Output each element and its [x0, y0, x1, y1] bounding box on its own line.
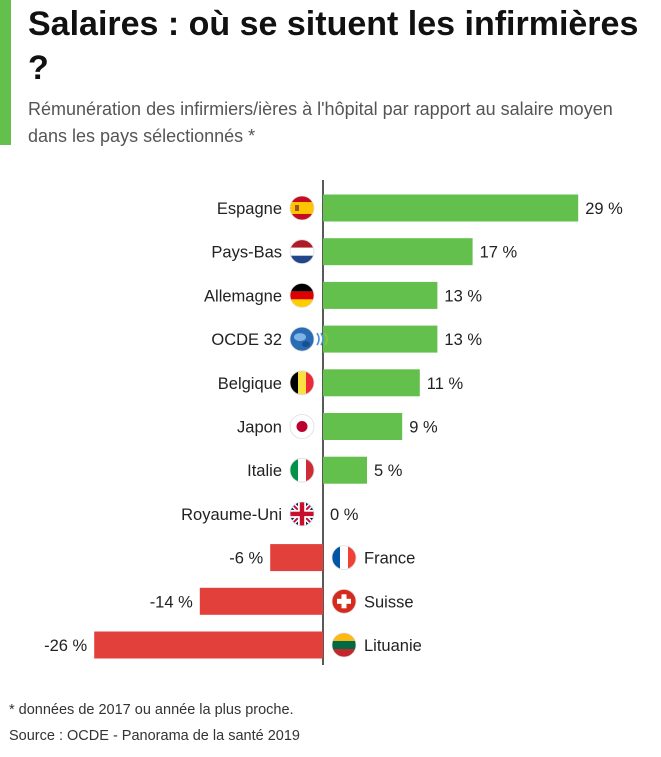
- value-label: 13 %: [444, 331, 482, 349]
- footnote: * données de 2017 ou année la plus proch…: [9, 702, 294, 718]
- category-label: Pays-Bas: [211, 244, 282, 262]
- value-label: -14 %: [150, 593, 193, 611]
- category-label: Royaume-Uni: [181, 506, 282, 524]
- category-label: Japon: [237, 419, 282, 437]
- source-note: Source : OCDE - Panorama de la santé 201…: [9, 728, 300, 744]
- value-label: 5 %: [374, 462, 403, 480]
- value-label: -6 %: [229, 550, 263, 568]
- netherlands-flag-icon: [289, 239, 315, 265]
- belgium-flag-icon: [289, 370, 315, 396]
- category-label: Suisse: [364, 593, 414, 611]
- bar-belgique: [323, 369, 420, 397]
- oecd-arc: [316, 332, 320, 346]
- category-label: Belgique: [218, 375, 282, 393]
- uk-flag-icon: [289, 501, 315, 527]
- value-label: 13 %: [444, 287, 482, 305]
- accent-bar: [0, 0, 11, 145]
- oecd-arc: [320, 332, 324, 346]
- bar-ocde-32: [323, 325, 438, 353]
- category-label: Allemagne: [204, 287, 282, 305]
- france-flag-icon: [331, 545, 357, 571]
- value-label: 29 %: [585, 200, 623, 218]
- germany-flag-icon: [289, 283, 315, 308]
- category-label: Italie: [247, 462, 282, 480]
- chart-title: Salaires : où se situent les infirmières…: [28, 5, 639, 87]
- value-label: 9 %: [409, 419, 438, 437]
- oecd-logo-icon: [289, 326, 328, 352]
- lithuania-flag-icon: [331, 632, 357, 658]
- bar-lituanie: [94, 631, 323, 659]
- category-label: France: [364, 550, 415, 568]
- bar-allemagne: [323, 281, 438, 309]
- value-label: -26 %: [44, 637, 87, 655]
- chart-subtitle: Rémunération des infirmiers/ières à l'hô…: [28, 99, 613, 146]
- switzerland-flag-icon: [331, 588, 357, 614]
- italy-flag-icon: [289, 457, 315, 483]
- category-label: Lituanie: [364, 637, 422, 655]
- bar-suisse: [199, 587, 323, 615]
- spain-flag-icon: [289, 195, 315, 221]
- bar-espagne: [323, 194, 579, 222]
- category-label: OCDE 32: [211, 331, 282, 349]
- japan-flag-icon: [289, 414, 315, 439]
- oecd-arc: [324, 332, 328, 346]
- category-label: Espagne: [217, 200, 282, 218]
- bar-france: [270, 544, 323, 572]
- bar-pays-bas: [323, 238, 473, 266]
- bar-japon: [323, 413, 403, 440]
- bar-italie: [323, 456, 367, 484]
- value-label: 11 %: [427, 375, 464, 393]
- value-label: 0 %: [330, 506, 359, 524]
- bar-chart: Espagne 29 % Pays-Bas 17 % Allemagne 13 % OCDE…: [44, 180, 623, 665]
- value-label: 17 %: [480, 244, 518, 262]
